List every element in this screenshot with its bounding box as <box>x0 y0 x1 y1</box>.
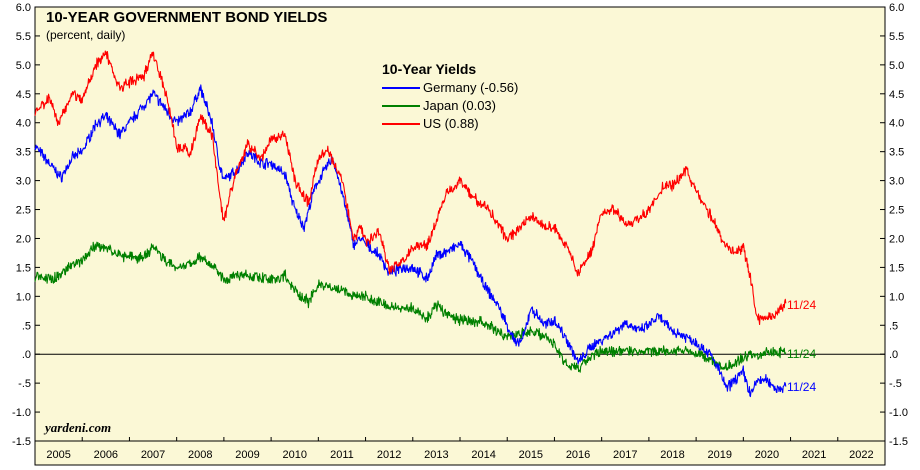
x-tick-label: 2011 <box>330 449 354 461</box>
y-tick-labels-left: 6.0 5.5 5.0 4.5 4.0 3.5 3.0 2.5 2.0 1.5 1.0 .5 .0 -.5… <box>12 2 31 448</box>
x-tick-label: 2013 <box>424 449 448 461</box>
y-tick-label-left: .0 <box>22 349 31 361</box>
y-tick-label-left: 1.0 <box>16 291 31 303</box>
y-tick-label-left: 5.5 <box>16 31 31 43</box>
y-tick-label-left: 4.5 <box>16 89 31 101</box>
x-tick-label: 2020 <box>755 449 779 461</box>
x-tick-label: 2014 <box>471 449 495 461</box>
y-tick-label-right: .0 <box>889 349 898 361</box>
x-tick-label: 2015 <box>519 449 543 461</box>
x-tick-label: 2009 <box>235 449 259 461</box>
legend-title: 10-Year Yields <box>382 61 476 77</box>
y-tick-label-left: 4.0 <box>16 118 31 130</box>
end-label-us: 11/24 <box>787 298 816 312</box>
y-tick-label-right: -1.0 <box>889 407 908 419</box>
chart-subtitle: (percent, daily) <box>46 28 125 42</box>
y-tick-label-left: 2.0 <box>16 233 31 245</box>
series-line-germany <box>34 84 787 398</box>
x-tick-label: 2005 <box>46 449 70 461</box>
series-line-japan <box>34 241 787 373</box>
y-tick-label-right: 1.5 <box>889 262 904 274</box>
y-tick-label-left: 3.0 <box>16 176 31 188</box>
y-tick-label-right: 1.0 <box>889 291 904 303</box>
x-tick-label: 2007 <box>141 449 165 461</box>
y-tick-label-left: .5 <box>22 320 31 332</box>
x-tick-label: 2008 <box>188 449 212 461</box>
y-tick-label-right: 5.5 <box>889 31 904 43</box>
source-label: yardeni.com <box>43 420 111 435</box>
y-tick-label-right: 4.5 <box>889 89 904 101</box>
y-tick-label-right: 5.0 <box>889 60 904 72</box>
y-tick-label-right: 6.0 <box>889 2 904 14</box>
y-tick-labels-right: 6.0 5.5 5.0 4.5 4.0 3.5 3.0 2.5 2.0 1.5 1.0 .5 .0 -.5… <box>889 2 908 448</box>
y-tick-label-right: -1.5 <box>889 436 908 448</box>
legend-label-us: US (0.88) <box>423 116 479 131</box>
y-tick-label-left: 2.5 <box>16 205 31 217</box>
end-label-germany: 11/24 <box>787 380 816 394</box>
series-lines <box>34 50 787 398</box>
y-tick-label-right: 3.0 <box>889 176 904 188</box>
x-tick-label: 2017 <box>613 449 637 461</box>
y-tick-label-right: 2.5 <box>889 205 904 217</box>
y-tick-label-left: 6.0 <box>16 2 31 14</box>
y-tick-label-right: 4.0 <box>889 118 904 130</box>
legend-label-germany: Germany (-0.56) <box>423 80 518 95</box>
x-tick-label: 2016 <box>566 449 590 461</box>
series-line-us <box>34 50 787 326</box>
x-tick-label: 2019 <box>707 449 731 461</box>
y-tick-label-right: .5 <box>889 320 898 332</box>
end-label-japan: 11/24 <box>787 347 816 361</box>
y-tick-label-left: -.5 <box>18 378 31 390</box>
x-tick-label: 2010 <box>282 449 306 461</box>
y-tick-label-left: -1.5 <box>12 436 31 448</box>
legend-label-japan: Japan (0.03) <box>423 98 496 113</box>
y-tick-label-left: -1.0 <box>12 407 31 419</box>
y-tick-label-left: 1.5 <box>16 262 31 274</box>
x-tick-labels: 2005 2006 2007 2008 2009 2010 2011 2012 2013 2014… <box>46 449 873 461</box>
y-tick-label-right: 2.0 <box>889 233 904 245</box>
x-tick-label: 2012 <box>377 449 401 461</box>
chart-title: 10-YEAR GOVERNMENT BOND YIELDS <box>46 9 327 26</box>
x-axis-band <box>34 440 886 466</box>
x-tick-label: 2018 <box>660 449 684 461</box>
x-tick-label: 2022 <box>849 449 873 461</box>
x-tick-label: 2021 <box>802 449 826 461</box>
y-tick-label-right: -.5 <box>889 378 902 390</box>
y-tick-label-left: 5.0 <box>16 60 31 72</box>
x-tick-label: 2006 <box>94 449 118 461</box>
y-tick-label-right: 3.5 <box>889 147 904 159</box>
legend: 10-Year Yields Germany (-0.56) Japan (0.… <box>382 61 518 131</box>
y-tick-label-left: 3.5 <box>16 147 31 159</box>
